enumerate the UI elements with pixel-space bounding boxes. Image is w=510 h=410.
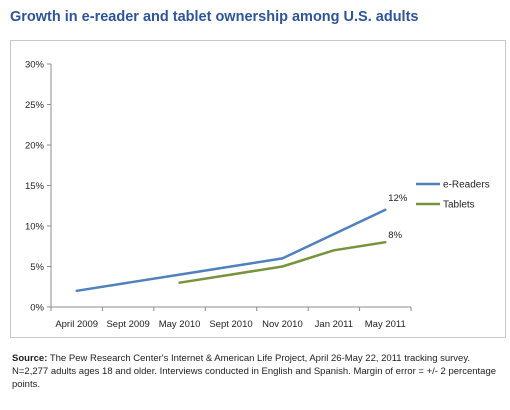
- axes: 0% 5% 10% 15% 20% 25% 30% April 2009 Sept 2009 Ma…: [25, 60, 412, 330]
- data-labels: 12% 8%: [388, 193, 408, 241]
- tablets-legend-label: Tablets: [443, 200, 475, 211]
- y-tick-label: 5%: [30, 262, 44, 273]
- x-tick-label: Nov 2010: [262, 319, 303, 330]
- x-tick-label: Jan 2011: [315, 319, 353, 330]
- y-tick-label: 10%: [25, 222, 45, 233]
- source-label: Source:: [12, 353, 48, 364]
- y-tick-label: 0%: [30, 303, 44, 314]
- source-note: Source: The Pew Research Center's Intern…: [12, 352, 504, 391]
- e-readers-legend-label: e-Readers: [443, 180, 490, 191]
- x-tick-label: May 2011: [365, 319, 406, 330]
- series-lines: [75, 208, 387, 293]
- y-tick-label: 20%: [25, 141, 45, 152]
- x-tick-label: May 2010: [159, 319, 201, 330]
- y-tick-label: 30%: [25, 60, 45, 71]
- y-tick-label: 15%: [25, 181, 45, 192]
- chart-frame: [10, 40, 506, 338]
- x-tick-label: Sept 2010: [209, 319, 252, 330]
- chart-title: Growth in e-reader and tablet ownership …: [10, 9, 419, 25]
- e-readers-end-label: 12%: [388, 193, 408, 204]
- source-text: The Pew Research Center's Internet & Ame…: [12, 353, 497, 390]
- tablets-end-label: 8%: [388, 230, 402, 241]
- tablets-line: [178, 240, 387, 284]
- legend: e-Readers Tablets: [416, 180, 490, 211]
- y-tick-label: 25%: [25, 100, 45, 111]
- x-tick-label: April 2009: [55, 319, 98, 330]
- x-tick-label: Sept 2009: [106, 319, 149, 330]
